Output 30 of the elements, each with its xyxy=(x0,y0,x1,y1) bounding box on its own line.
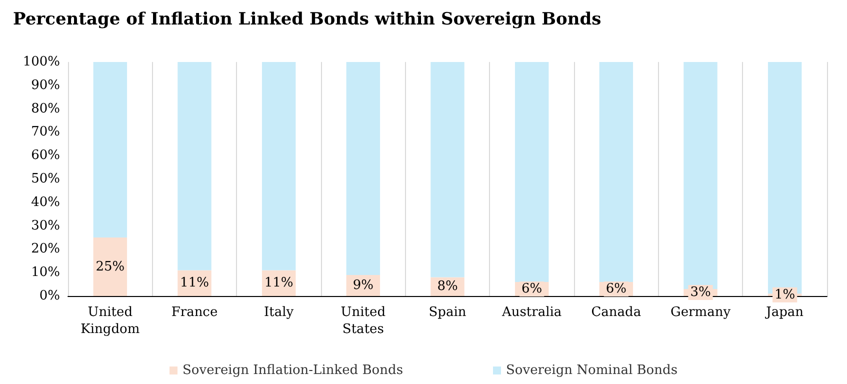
x-tick-label: Germany xyxy=(670,305,732,320)
x-tick-label: Spain xyxy=(428,305,467,320)
chart-title: Percentage of Inflation Linked Bonds within Sovereign Bonds xyxy=(13,10,602,30)
x-tick-label: France xyxy=(171,305,218,320)
data-label: 25% xyxy=(96,259,125,274)
x-tick-label: United States xyxy=(340,305,386,337)
legend-label: Sovereign Nominal Bonds xyxy=(506,363,678,378)
y-tick-label: 100% xyxy=(22,54,60,70)
y-tick-label: 10% xyxy=(31,265,60,280)
data-label: 8% xyxy=(437,279,458,294)
y-tick-label: 90% xyxy=(31,78,60,93)
y-tick-label: 50% xyxy=(31,172,60,186)
y-tick-label: 70% xyxy=(31,124,60,140)
x-tick-label: Japan xyxy=(764,305,804,320)
data-label: 11% xyxy=(264,276,294,291)
y-tick-label: 60% xyxy=(31,148,60,164)
x-tick-label: Italy xyxy=(264,305,294,320)
data-label: 6% xyxy=(522,281,542,296)
x-tick-label: United Kingdom xyxy=(80,305,140,337)
data-label: 6% xyxy=(606,281,626,296)
x-tick-label: Australia xyxy=(500,305,562,320)
y-tick-label: 80% xyxy=(31,101,60,116)
legend-label: Sovereign Inflation-Linked Bonds xyxy=(182,363,403,378)
data-label: 11% xyxy=(180,276,209,291)
y-tick-label: 0% xyxy=(39,288,60,304)
y-tick-label: 30% xyxy=(31,218,60,234)
x-tick-label: Canada xyxy=(591,305,642,320)
y-tick-label: 20% xyxy=(31,242,60,257)
y-tick-label: 40% xyxy=(31,194,60,210)
data-label: 9% xyxy=(352,278,374,293)
